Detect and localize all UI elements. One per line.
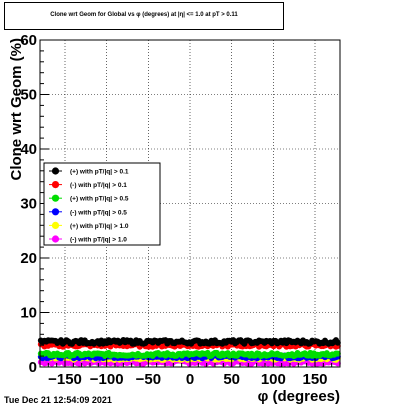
legend-label: (-) with pT/|q| > 0.1 [70,182,127,189]
x-tick-label: −100 [90,371,124,388]
legend-marker [51,181,60,189]
x-tick-label: 150 [302,371,327,388]
y-axis-label: Clone wrt Geom (%) [8,38,25,181]
legend-box [43,162,161,246]
chart-title: Clone wrt Geom for Global vs φ (degrees)… [50,12,238,18]
timestamp: Tue Dec 21 12:54:09 2021 [4,395,112,405]
x-tick-label: 100 [261,371,286,388]
legend-label: (+) with pT/|q| > 0.1 [70,169,129,176]
x-axis-label: φ (degrees) [258,388,340,405]
y-tick-labels: 0 10 20 30 40 50 60 [20,32,37,376]
y-tick-label: 40 [20,141,37,158]
legend-label: (+) with pT/|q| > 1.0 [70,223,129,230]
legend-marker [51,208,60,216]
title-box: Clone wrt Geom for Global vs φ (degrees)… [4,2,284,30]
legend: (+) with pT/|q| > 0.1 (-) with pT/|q| > 0… [43,162,161,246]
legend-marker [51,235,60,243]
x-tick-label: 50 [223,371,240,388]
x-tick-label: −150 [48,371,82,388]
legend-label: (-) with pT/|q| > 0.5 [70,209,127,216]
axis-ticks [39,39,341,368]
legend-marker [51,194,60,202]
y-tick-label: 20 [20,250,37,267]
x-tick-labels: −150 −100 −50 0 50 100 150 [48,371,327,388]
y-tick-label: 10 [20,305,37,322]
y-tick-label: 30 [20,196,37,213]
y-tick-label: 0 [29,359,37,376]
x-tick-label: 0 [186,371,194,388]
x-tick-label: −50 [136,371,161,388]
legend-marker [51,221,60,229]
data-point [334,350,341,357]
data-points [37,337,341,367]
legend-marker [51,167,60,175]
legend-label: (-) with pT/|q| > 1.0 [70,237,127,244]
legend-label: (+) with pT/|q| > 0.5 [70,196,129,203]
data-point [334,339,341,346]
grid [40,40,340,367]
y-tick-label: 50 [20,87,37,104]
y-tick-label: 60 [20,32,37,49]
